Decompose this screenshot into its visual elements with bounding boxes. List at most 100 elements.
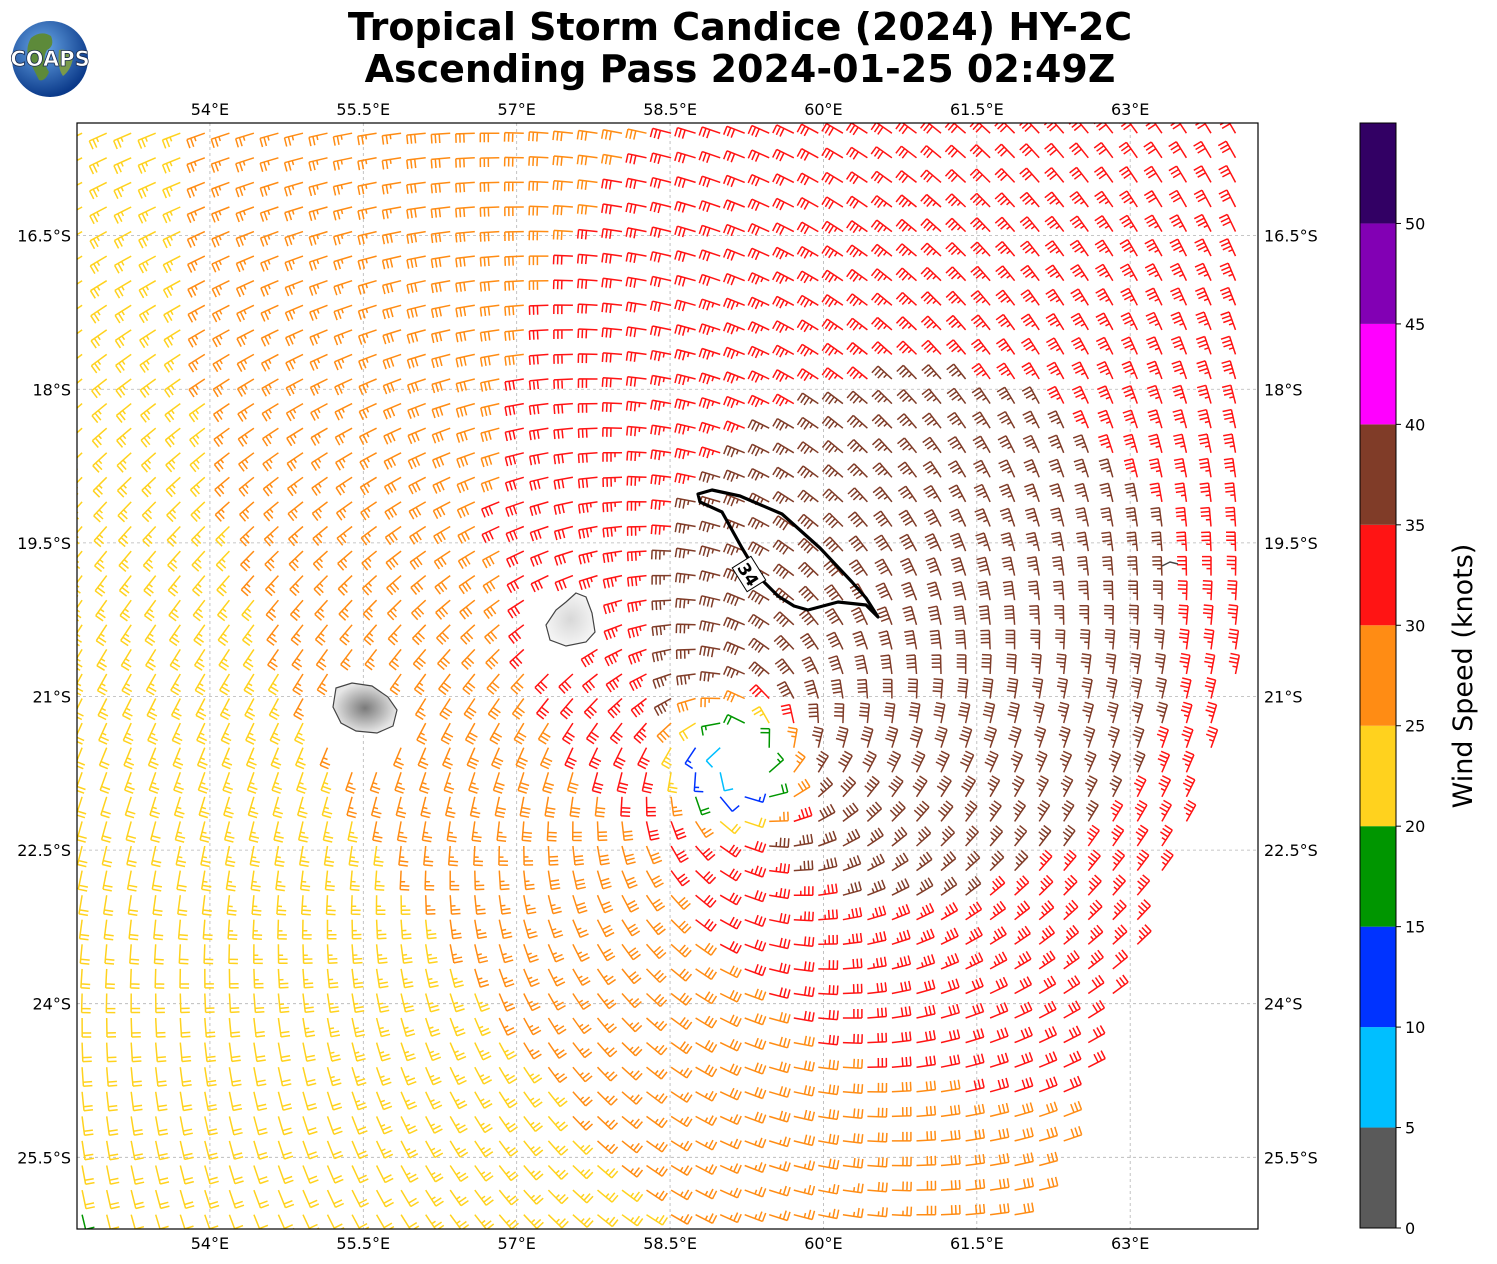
wind-barb — [597, 1164, 619, 1179]
wind-barb — [309, 378, 328, 396]
wind-barb — [224, 845, 236, 868]
wind-barb — [572, 993, 592, 1011]
wind-barb — [424, 993, 440, 1013]
wind-barb — [744, 939, 767, 952]
wind-barb — [140, 403, 157, 423]
wind-barb — [867, 1181, 888, 1193]
wind-barb — [627, 648, 647, 665]
wind-barb — [1148, 433, 1163, 453]
wind-barb — [348, 845, 359, 867]
wind-barb — [485, 648, 500, 670]
wind-barb — [641, 772, 654, 794]
wind-barb — [1087, 999, 1106, 1019]
wind-barb — [580, 648, 598, 668]
wind-barb — [699, 645, 721, 658]
wind-barb — [577, 427, 598, 439]
colorbar-tick-label: 20 — [1405, 817, 1425, 836]
wind-barb — [473, 845, 484, 867]
wind-barb — [821, 294, 844, 308]
wind-barb — [247, 796, 259, 819]
wind-barb — [345, 772, 356, 794]
wind-barb — [457, 525, 476, 544]
wind-barb — [449, 895, 461, 915]
wind-barb — [1021, 386, 1040, 404]
wind-barb — [945, 193, 967, 208]
wind-barb — [698, 570, 721, 582]
wind-barb — [1095, 288, 1114, 306]
wind-barb — [842, 828, 861, 847]
wind-barb — [140, 452, 157, 473]
wind-barb — [128, 919, 139, 941]
wind-barb — [698, 273, 721, 286]
wind-barb — [1024, 483, 1040, 503]
wind-barb — [204, 1017, 216, 1038]
wind-barb — [594, 796, 606, 818]
wind-barb — [425, 1214, 445, 1229]
wind-barb — [620, 796, 631, 818]
lat-label: 22.5°S — [17, 841, 71, 860]
wind-barb — [1045, 313, 1065, 331]
wind-barb — [916, 1130, 937, 1142]
wind-barb — [204, 968, 214, 989]
wind-barb — [173, 772, 184, 794]
wind-barb — [895, 145, 917, 159]
wind-barb — [406, 329, 426, 344]
wind-barb — [975, 532, 991, 552]
wind-barb — [625, 400, 647, 412]
wind-barb — [1104, 604, 1115, 625]
wind-barb — [719, 820, 742, 835]
wind-barb — [1038, 900, 1055, 921]
wind-barb — [364, 648, 378, 671]
wind-barb — [970, 314, 991, 331]
wind-barb — [695, 845, 716, 861]
wind-barb — [558, 673, 574, 694]
wind-barb — [840, 776, 857, 798]
wind-barb — [455, 255, 475, 268]
wind-barb — [645, 968, 667, 983]
wind-barb — [1144, 263, 1163, 282]
wind-barb — [400, 944, 413, 964]
wind-barb — [845, 123, 868, 136]
wind-barb — [867, 1207, 888, 1218]
wind-barb — [521, 821, 532, 842]
wind-barb — [1170, 123, 1188, 134]
islands — [332, 561, 1179, 734]
wind-barb — [382, 353, 402, 370]
wind-barb — [77, 181, 83, 186]
wind-barb — [1044, 142, 1065, 159]
wind-barb — [1168, 189, 1188, 208]
wind-barb — [235, 230, 255, 248]
wind-barb — [626, 500, 647, 511]
wind-barb — [301, 919, 312, 940]
wind-barb — [81, 1189, 95, 1210]
wind-barb — [1014, 925, 1031, 945]
wind-barb — [678, 722, 696, 742]
wind-barb — [601, 277, 623, 289]
wind-barb — [601, 228, 623, 239]
wind-barb — [670, 1115, 693, 1128]
wind-barb — [446, 821, 457, 843]
wind-barb — [326, 1066, 342, 1087]
wind-barb — [773, 611, 795, 628]
wind-barb — [253, 968, 264, 989]
wind-barb — [406, 304, 426, 319]
wind-barb — [259, 157, 279, 173]
wind-barb — [479, 255, 500, 267]
wind-barb — [1095, 336, 1114, 355]
wind-barb — [649, 251, 672, 263]
wind-barb — [719, 892, 742, 906]
wind-barb — [695, 942, 718, 956]
wind-barb — [1000, 532, 1016, 552]
wind-barb — [769, 783, 789, 798]
wind-barb — [768, 1161, 791, 1172]
wind-barb — [913, 800, 930, 822]
wind-barb — [528, 427, 549, 441]
wind-barb — [621, 870, 638, 889]
wind-barb — [431, 353, 451, 369]
wind-barb — [151, 870, 163, 892]
colorbar-bin — [1360, 625, 1396, 726]
wind-barb — [747, 198, 770, 212]
wind-barb — [1158, 775, 1172, 798]
wind-barb — [1024, 507, 1040, 527]
wind-barb — [528, 205, 549, 216]
